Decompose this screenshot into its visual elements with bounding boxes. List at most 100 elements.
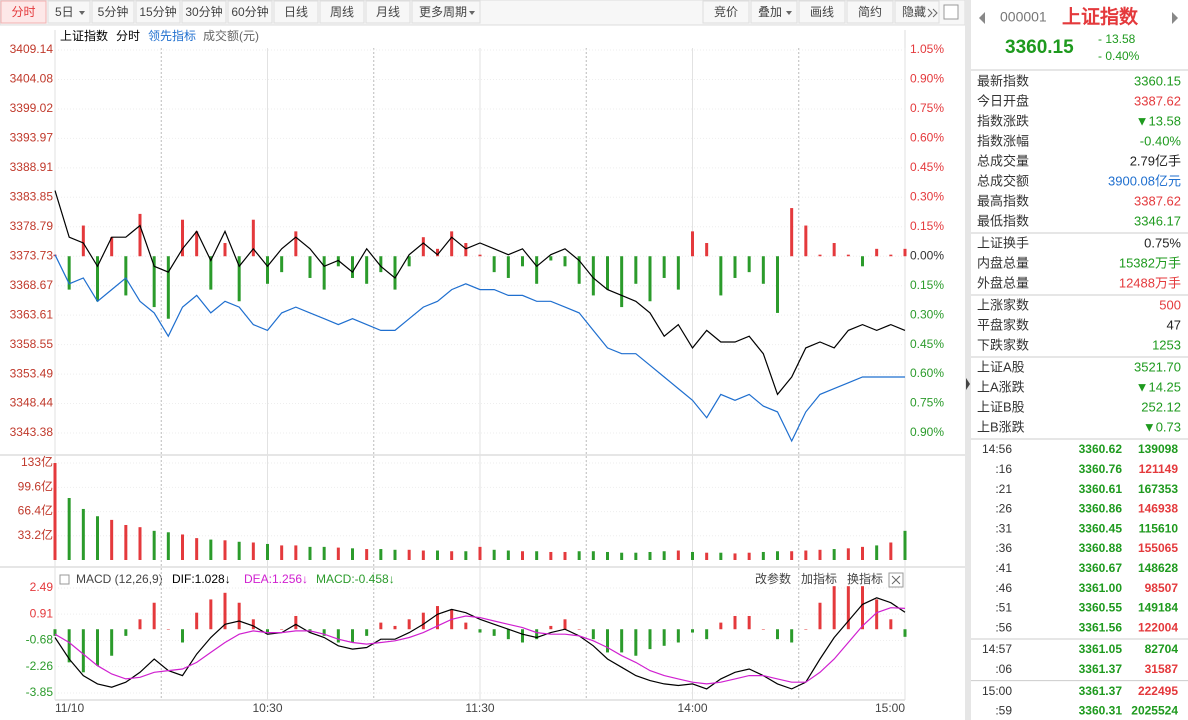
macd-icon[interactable] bbox=[59, 574, 70, 585]
period-label: 分时 bbox=[11, 5, 35, 19]
tick-volume: 146938 bbox=[1138, 502, 1178, 516]
quote-value: 15382万手 bbox=[1119, 255, 1181, 270]
bar bbox=[804, 225, 808, 257]
line-series bbox=[54, 254, 905, 443]
bar bbox=[478, 254, 482, 257]
tick-time: 15:00 bbox=[982, 684, 1012, 698]
next-arrow[interactable] bbox=[1172, 12, 1178, 24]
bar bbox=[209, 539, 213, 560]
quote-label: 指数涨跌 bbox=[977, 113, 1029, 128]
bar bbox=[790, 551, 794, 560]
bar bbox=[110, 629, 114, 656]
bar bbox=[152, 256, 156, 308]
quote-label: 总成交额 bbox=[977, 173, 1029, 188]
bar bbox=[209, 599, 213, 630]
bar bbox=[294, 545, 298, 560]
bar bbox=[322, 629, 326, 636]
bar bbox=[53, 463, 57, 560]
indicator-action[interactable]: 加指标 bbox=[801, 571, 837, 586]
quote-label: 上证A股 bbox=[977, 359, 1025, 374]
bar bbox=[634, 629, 638, 656]
period-button[interactable] bbox=[181, 0, 227, 24]
bar bbox=[464, 622, 468, 630]
x-tick-label: 15:00 bbox=[875, 701, 905, 715]
period-button[interactable] bbox=[135, 0, 181, 24]
bar bbox=[733, 615, 737, 630]
bar bbox=[846, 586, 850, 630]
divider[interactable] bbox=[965, 0, 971, 720]
bar bbox=[110, 237, 114, 257]
tool-button[interactable] bbox=[798, 0, 846, 24]
period-button[interactable] bbox=[47, 0, 91, 24]
bar bbox=[733, 553, 737, 560]
period-label: 月线 bbox=[376, 5, 400, 19]
bar bbox=[365, 549, 369, 560]
bar bbox=[53, 629, 57, 636]
quote-value: 3387.62 bbox=[1134, 193, 1181, 208]
period-button[interactable] bbox=[273, 0, 319, 24]
y-tick-label: -3.85 bbox=[26, 685, 54, 699]
period-button[interactable] bbox=[365, 0, 411, 24]
bar bbox=[747, 552, 751, 560]
tick-price: 3360.62 bbox=[1079, 442, 1123, 456]
bar bbox=[535, 256, 539, 284]
bar bbox=[223, 540, 227, 560]
bar bbox=[251, 619, 255, 630]
bar bbox=[67, 256, 71, 290]
tool-button[interactable] bbox=[750, 0, 798, 24]
bar bbox=[407, 256, 411, 267]
bar bbox=[790, 208, 794, 257]
y-tick-label: -2.26 bbox=[26, 659, 54, 673]
tool-button[interactable] bbox=[702, 0, 750, 24]
bar bbox=[506, 629, 510, 640]
period-button[interactable] bbox=[411, 0, 481, 24]
tick-price: 3360.55 bbox=[1079, 601, 1123, 615]
quote-label: 上涨家数 bbox=[977, 297, 1029, 312]
tool-button[interactable] bbox=[894, 0, 940, 24]
bar bbox=[421, 550, 425, 560]
bar bbox=[152, 530, 156, 560]
bar bbox=[209, 256, 213, 290]
bar bbox=[421, 612, 425, 630]
quote-value: 47 bbox=[1167, 317, 1181, 332]
period-button[interactable] bbox=[91, 0, 135, 24]
dropdown-arrow bbox=[469, 11, 475, 15]
tick-volume: 148628 bbox=[1138, 561, 1178, 575]
bar bbox=[691, 629, 694, 633]
bar bbox=[705, 243, 709, 257]
bar bbox=[648, 256, 652, 302]
bar bbox=[181, 219, 184, 257]
bar bbox=[577, 256, 581, 284]
period-label: 周线 bbox=[330, 5, 354, 19]
period-button[interactable] bbox=[319, 0, 365, 24]
tick-volume: 121149 bbox=[1139, 462, 1179, 476]
settings-button[interactable] bbox=[943, 4, 959, 20]
tick-time: :16 bbox=[995, 462, 1012, 476]
bar bbox=[96, 256, 99, 302]
indicator-action[interactable]: 改参数 bbox=[755, 571, 791, 586]
bar bbox=[67, 498, 71, 560]
prev-arrow[interactable] bbox=[979, 12, 985, 24]
bar bbox=[379, 622, 383, 630]
bar bbox=[790, 629, 794, 643]
indicator-action[interactable]: 换指标 bbox=[847, 571, 883, 586]
bar bbox=[351, 256, 354, 278]
bar bbox=[776, 256, 779, 313]
tool-button[interactable] bbox=[846, 0, 894, 24]
bar bbox=[662, 256, 666, 278]
y2-tick-label: 0.90% bbox=[910, 425, 944, 439]
period-button[interactable] bbox=[227, 0, 273, 24]
period-button[interactable] bbox=[0, 0, 47, 24]
bar bbox=[818, 549, 822, 560]
bar bbox=[591, 629, 595, 640]
bar bbox=[577, 629, 581, 630]
legend-amount: 成交额(元) bbox=[203, 28, 259, 43]
collapse-arrow[interactable] bbox=[966, 378, 970, 390]
period-label: 15分钟 bbox=[139, 4, 176, 19]
bar bbox=[889, 542, 893, 560]
quote-value: 500 bbox=[1159, 297, 1181, 312]
tick-price: 3360.45 bbox=[1079, 521, 1123, 535]
expand-icon bbox=[927, 8, 938, 18]
bar bbox=[407, 549, 411, 560]
bar bbox=[903, 530, 907, 560]
